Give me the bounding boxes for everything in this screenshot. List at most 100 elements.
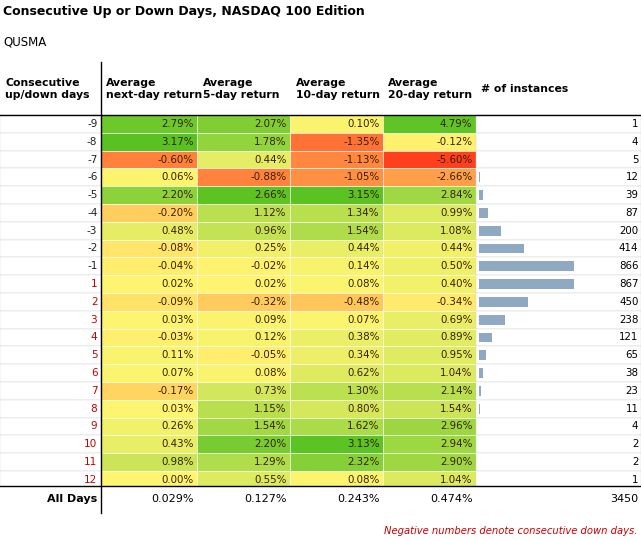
Bar [290, 453, 383, 471]
Text: 4: 4 [632, 137, 638, 147]
Bar [479, 386, 481, 396]
Text: 1.54%: 1.54% [254, 421, 287, 431]
Bar [479, 315, 505, 325]
Text: 0.06%: 0.06% [161, 172, 194, 183]
Text: 1.15%: 1.15% [254, 403, 287, 414]
Text: 3: 3 [90, 315, 97, 325]
Bar [290, 133, 383, 151]
Bar [197, 222, 290, 240]
Text: 1.04%: 1.04% [440, 368, 472, 378]
Bar [0, 275, 101, 293]
Text: -0.04%: -0.04% [158, 261, 194, 271]
Text: 0.98%: 0.98% [161, 457, 194, 467]
Bar [101, 382, 197, 400]
Text: -0.05%: -0.05% [251, 350, 287, 360]
Text: Consecutive
up/down days: Consecutive up/down days [5, 78, 90, 99]
Text: 12: 12 [84, 475, 97, 485]
Bar [197, 417, 290, 435]
Text: 6: 6 [91, 368, 97, 378]
Text: -1.13%: -1.13% [343, 154, 379, 165]
Bar [101, 364, 197, 382]
Bar [476, 364, 641, 382]
Bar [476, 240, 641, 258]
Bar [290, 222, 383, 240]
Bar [101, 258, 197, 275]
Bar [290, 115, 383, 133]
Bar [0, 471, 101, 489]
Bar [290, 168, 383, 186]
Bar [197, 435, 290, 453]
Text: 0.38%: 0.38% [347, 333, 379, 342]
Bar [101, 204, 197, 222]
Text: 1.34%: 1.34% [347, 208, 379, 218]
Bar [101, 310, 197, 328]
Text: -2: -2 [87, 244, 97, 253]
Text: 2.66%: 2.66% [254, 190, 287, 200]
Bar [0, 346, 101, 364]
Text: 0.50%: 0.50% [440, 261, 472, 271]
Text: 1.12%: 1.12% [254, 208, 287, 218]
Text: 0.14%: 0.14% [347, 261, 379, 271]
Bar [383, 133, 476, 151]
Bar [383, 453, 476, 471]
Bar [479, 333, 492, 342]
Text: 0.02%: 0.02% [162, 279, 194, 289]
Bar [197, 115, 290, 133]
Bar [290, 151, 383, 168]
Text: 0.44%: 0.44% [347, 244, 379, 253]
Bar [290, 204, 383, 222]
Text: 121: 121 [619, 333, 638, 342]
Text: 0.25%: 0.25% [254, 244, 287, 253]
Bar [476, 471, 641, 489]
Bar [197, 133, 290, 151]
Bar [101, 417, 197, 435]
Bar [101, 275, 197, 293]
Text: 0.03%: 0.03% [161, 315, 194, 325]
Text: 0.34%: 0.34% [347, 350, 379, 360]
Text: Average
10-day return: Average 10-day return [296, 78, 379, 99]
Text: 2.32%: 2.32% [347, 457, 379, 467]
Bar [476, 186, 641, 204]
Bar [101, 222, 197, 240]
Bar [101, 293, 197, 310]
Text: 0.11%: 0.11% [161, 350, 194, 360]
Bar [101, 133, 197, 151]
Text: 1.78%: 1.78% [254, 137, 287, 147]
Bar [383, 204, 476, 222]
Bar [476, 328, 641, 346]
Text: 0.07%: 0.07% [347, 315, 379, 325]
Bar [476, 258, 641, 275]
Bar [383, 151, 476, 168]
Text: -0.20%: -0.20% [158, 208, 194, 218]
Bar [290, 435, 383, 453]
Text: 0.08%: 0.08% [347, 279, 379, 289]
Bar [476, 204, 641, 222]
Text: 2.79%: 2.79% [161, 119, 194, 129]
Bar [479, 244, 524, 253]
Text: 65: 65 [626, 350, 638, 360]
Text: -5.60%: -5.60% [436, 154, 472, 165]
Text: 1.62%: 1.62% [347, 421, 379, 431]
Bar [476, 115, 641, 133]
Bar [101, 471, 197, 489]
Text: 1: 1 [91, 279, 97, 289]
Bar [383, 258, 476, 275]
Bar [476, 168, 641, 186]
Text: -4: -4 [87, 208, 97, 218]
Text: -0.08%: -0.08% [158, 244, 194, 253]
Bar [290, 310, 383, 328]
Bar [0, 0, 641, 62]
Text: 5: 5 [632, 154, 638, 165]
Text: 3.15%: 3.15% [347, 190, 379, 200]
Bar [383, 328, 476, 346]
Bar [476, 435, 641, 453]
Bar [383, 275, 476, 293]
Bar [383, 186, 476, 204]
Bar [0, 240, 101, 258]
Bar [0, 186, 101, 204]
Bar [197, 240, 290, 258]
Text: 2.20%: 2.20% [254, 439, 287, 449]
Bar [101, 435, 197, 453]
Bar [290, 293, 383, 310]
Text: -1.35%: -1.35% [343, 137, 379, 147]
